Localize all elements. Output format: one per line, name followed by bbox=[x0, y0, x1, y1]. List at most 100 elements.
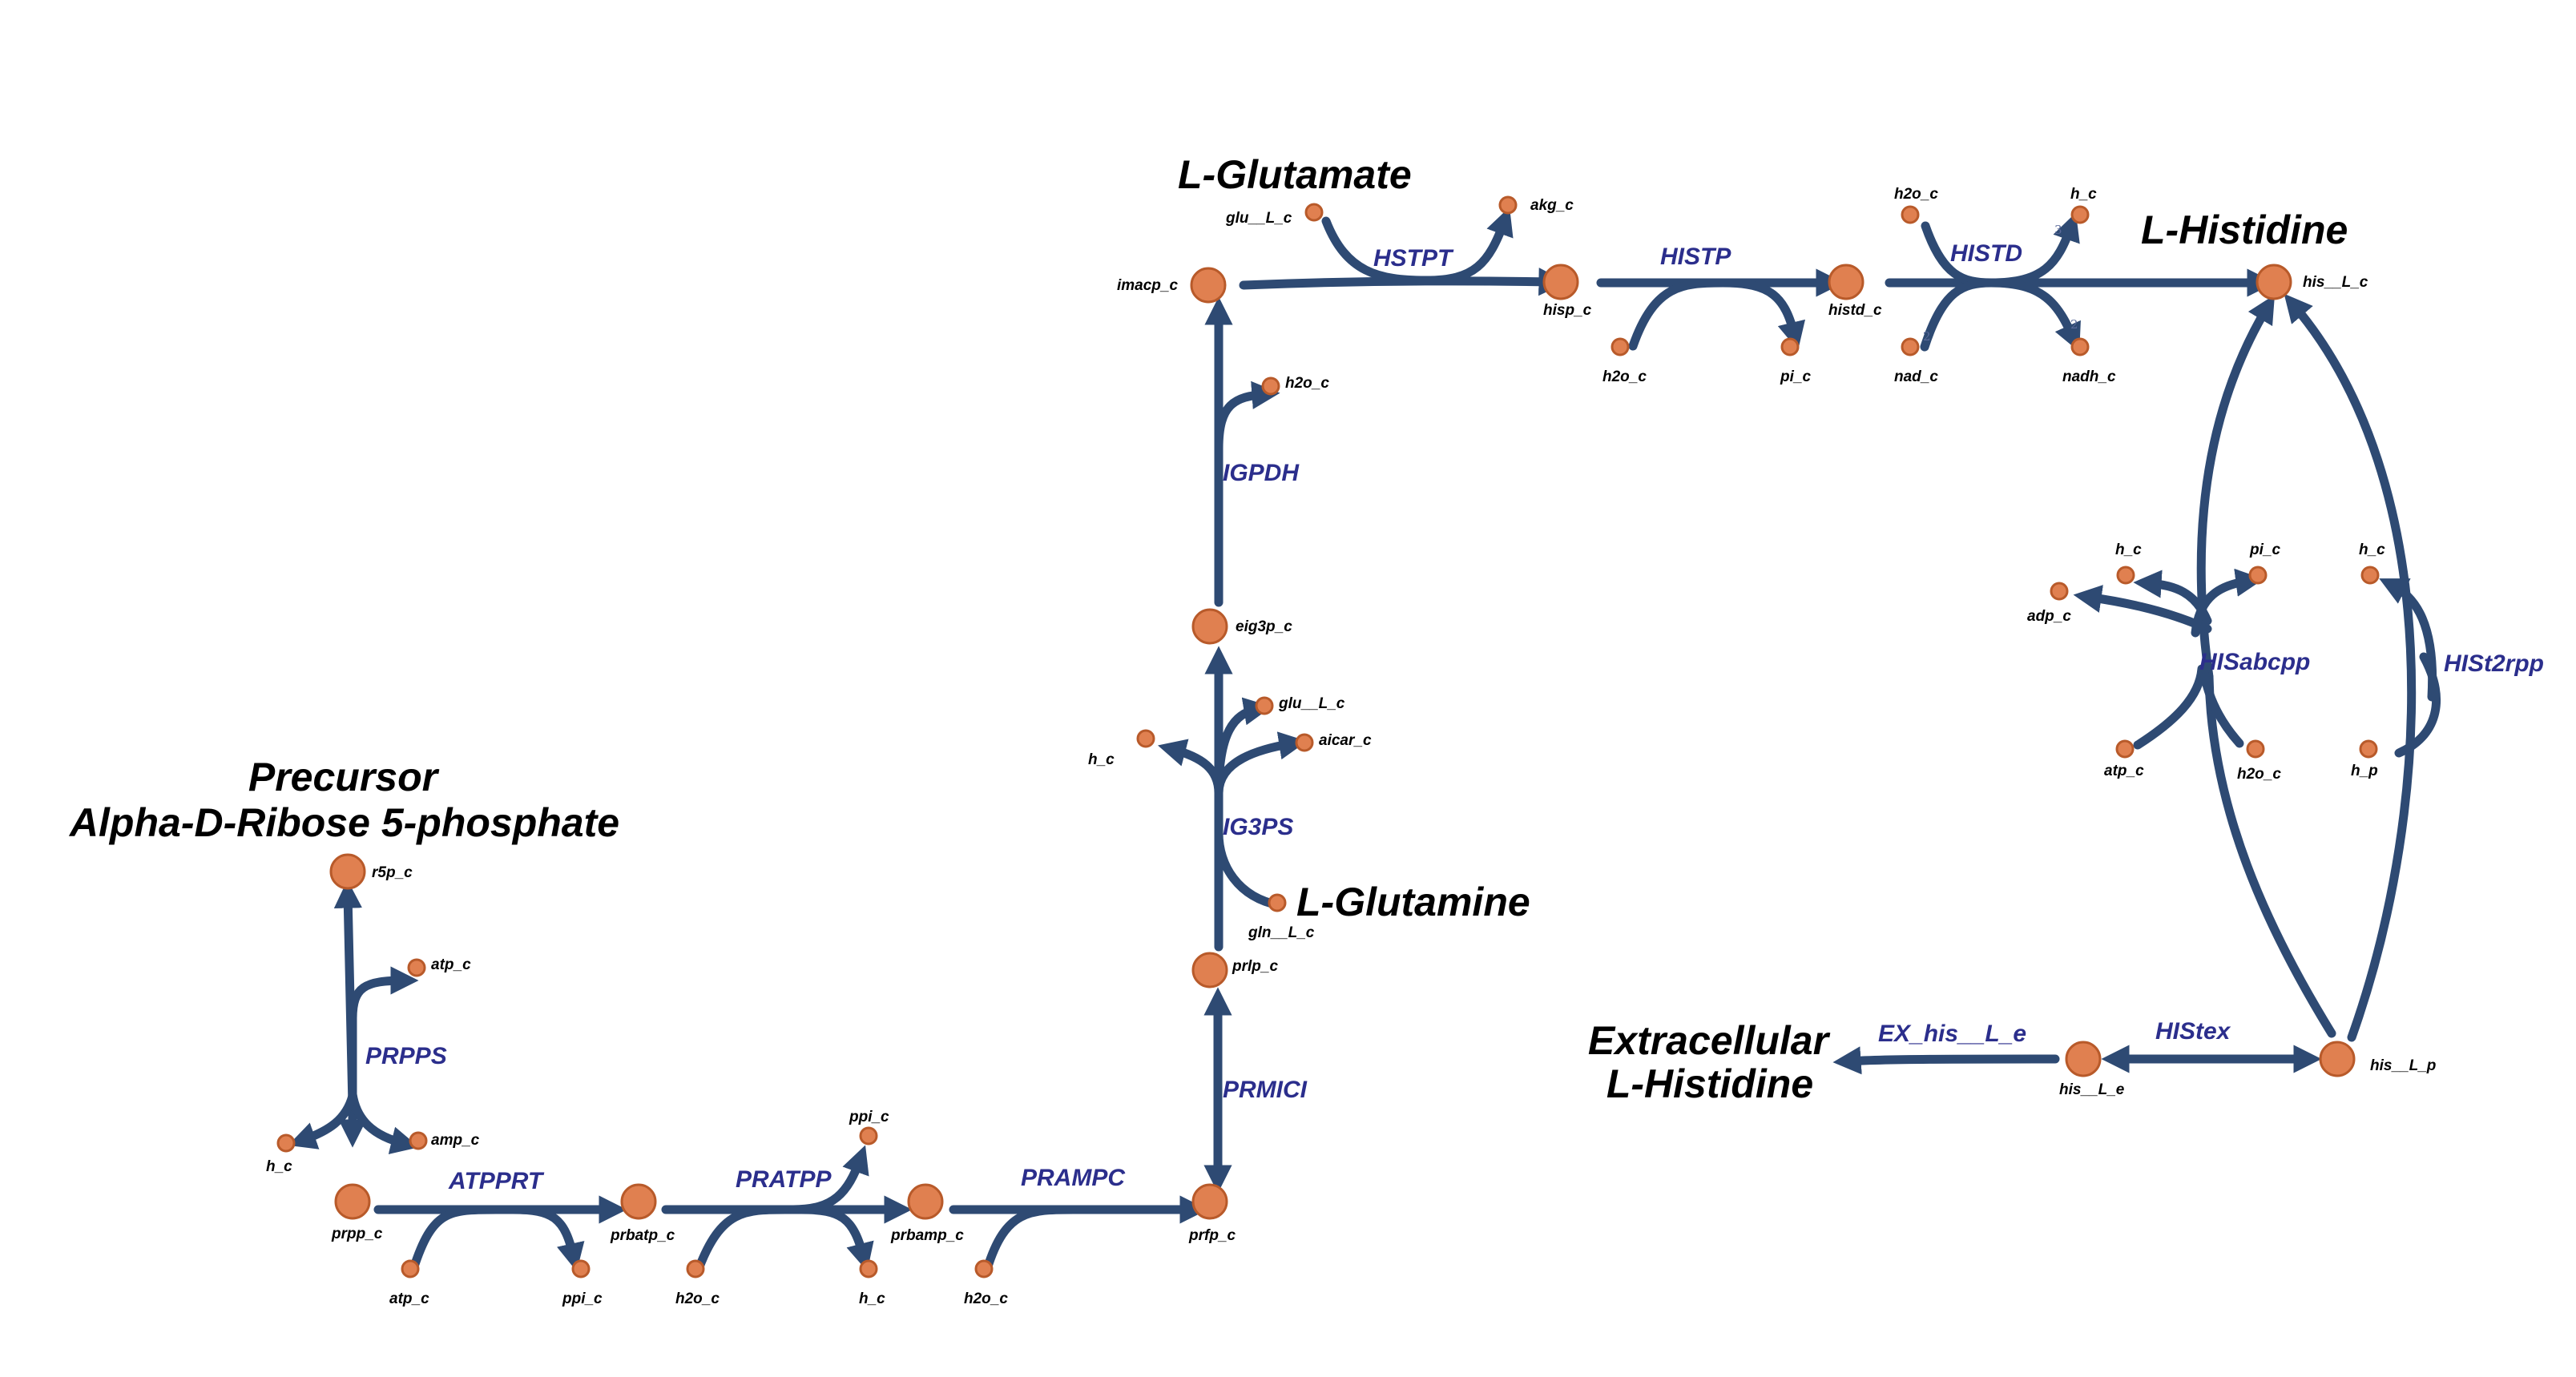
reaction-label-hstpt[interactable]: HSTPT bbox=[1373, 245, 1454, 272]
node-atp_c-prpps[interactable] bbox=[407, 958, 426, 977]
node-h_c-histd[interactable] bbox=[2070, 205, 2090, 224]
edge-hstpt-akg bbox=[1421, 207, 1514, 285]
node-his_L_c[interactable] bbox=[2256, 264, 2292, 300]
node-aicar_c[interactable] bbox=[1295, 733, 1314, 752]
label-prfp_c: prfp_c bbox=[1188, 1227, 1236, 1244]
label-h_p: h_p bbox=[2351, 763, 2378, 779]
node-r5p_c[interactable] bbox=[329, 853, 366, 890]
metabolite-labels: r5p_c atp_c amp_c h_c prpp_c atp_c ppi_c… bbox=[266, 186, 2436, 1307]
multiplier-nad_c: 2 bbox=[1923, 329, 1931, 344]
label-prlp_c: prlp_c bbox=[1232, 958, 1278, 975]
node-ppi_c-pratpp[interactable] bbox=[859, 1126, 878, 1145]
node-prpp_c[interactable] bbox=[334, 1183, 371, 1220]
label-ppi_c-atpprt: ppi_c bbox=[562, 1290, 603, 1307]
reaction-label-pratpp[interactable]: PRATPP bbox=[736, 1166, 832, 1193]
label-glu_L_c-hstpt: glu__L_c bbox=[1225, 210, 1292, 227]
node-pi_c[interactable] bbox=[1780, 337, 1800, 356]
reaction-label-ig3ps[interactable]: IG3PS bbox=[1223, 814, 1293, 840]
node-h2o_c-abc[interactable] bbox=[2246, 739, 2265, 759]
node-h2o_c-histd[interactable] bbox=[1901, 205, 1920, 224]
label-his_L_p: his__L_p bbox=[2370, 1057, 2436, 1074]
node-nadh_c[interactable] bbox=[2070, 337, 2090, 356]
node-imacp_c[interactable] bbox=[1190, 267, 1227, 304]
node-hisp_c[interactable] bbox=[1542, 264, 1579, 300]
label-h_c-ig3ps: h_c bbox=[1088, 751, 1115, 768]
edges bbox=[288, 207, 2441, 1274]
node-akg_c[interactable] bbox=[1498, 195, 1518, 215]
label-amp_c: amp_c bbox=[431, 1132, 480, 1149]
label-h2o_c-histp: h2o_c bbox=[1602, 368, 1647, 385]
reaction-label-prpps[interactable]: PRPPS bbox=[365, 1043, 447, 1069]
node-h2o_c-histp[interactable] bbox=[1611, 337, 1630, 356]
node-histd_c[interactable] bbox=[1828, 264, 1864, 300]
label-eig3p_c: eig3p_c bbox=[1236, 618, 1292, 635]
node-h2o_c-pratpp[interactable] bbox=[686, 1259, 705, 1278]
label-h_c-histd: h_c bbox=[2070, 186, 2097, 203]
label-pi_c-abc: pi_c bbox=[2249, 542, 2280, 558]
node-ppi_c-atpprt[interactable] bbox=[571, 1259, 591, 1278]
edge-atpprt-ppi bbox=[508, 1205, 585, 1272]
title-extracellular-line1: Extracellular bbox=[1588, 1018, 1831, 1063]
node-h_c-abc[interactable] bbox=[2116, 566, 2135, 585]
nodes bbox=[276, 195, 2380, 1278]
label-prbatp_c: prbatp_c bbox=[610, 1227, 675, 1244]
label-aicar_c: aicar_c bbox=[1319, 732, 1372, 749]
edge-hist2rpp bbox=[2284, 293, 2417, 1042]
node-h_c-pratpp[interactable] bbox=[859, 1259, 878, 1278]
label-atp_c-abc: atp_c bbox=[2104, 763, 2144, 779]
title-precursor-line2: Alpha-D-Ribose 5-phosphate bbox=[68, 800, 619, 845]
reaction-label-histp[interactable]: HISTP bbox=[1660, 244, 1731, 270]
node-nad_c[interactable] bbox=[1901, 337, 1920, 356]
node-amp_c[interactable] bbox=[409, 1131, 428, 1150]
node-atp_c-abc[interactable] bbox=[2115, 739, 2135, 759]
node-his_L_e[interactable] bbox=[2065, 1041, 2102, 1077]
edge-ig3ps-gln bbox=[1214, 828, 1284, 910]
reaction-label-ex-his[interactable]: EX_his__L_e bbox=[1878, 1021, 2026, 1047]
reaction-label-hist2rpp[interactable]: HISt2rpp bbox=[2444, 650, 2544, 677]
label-atp_c-atpprt: atp_c bbox=[389, 1290, 429, 1307]
edge-atpprt-atp bbox=[409, 1205, 502, 1274]
reaction-label-hisabcpp[interactable]: HISabcpp bbox=[2199, 649, 2310, 675]
edge-prpps-h bbox=[288, 1091, 357, 1150]
label-h2o_c-igpdh: h2o_c bbox=[1285, 375, 1329, 392]
edge-ig3ps-aicar bbox=[1214, 731, 1308, 798]
edge-hist2rpp-h-out bbox=[2379, 578, 2437, 702]
node-his_L_p[interactable] bbox=[2319, 1041, 2356, 1077]
node-prbatp_c[interactable] bbox=[620, 1183, 657, 1220]
node-prbamp_c[interactable] bbox=[907, 1183, 944, 1220]
node-h_c-ig3ps[interactable] bbox=[1136, 729, 1155, 748]
label-h_c-abc: h_c bbox=[2115, 542, 2142, 558]
node-h2o_c-prampc[interactable] bbox=[974, 1259, 994, 1278]
label-akg_c: akg_c bbox=[1530, 197, 1574, 214]
label-h_c-t2: h_c bbox=[2359, 542, 2385, 558]
edge-hisabcpp-h2o bbox=[2199, 664, 2244, 748]
node-glu_L_c-hstpt[interactable] bbox=[1304, 203, 1324, 222]
reaction-label-prmici[interactable]: PRMICI bbox=[1223, 1077, 1308, 1103]
node-h2o_c-igpdh[interactable] bbox=[1261, 376, 1280, 396]
label-imacp_c: imacp_c bbox=[1117, 277, 1178, 294]
node-h_c-t2[interactable] bbox=[2360, 566, 2380, 585]
reaction-label-histex[interactable]: HIStex bbox=[2155, 1018, 2231, 1045]
label-hisp_c: hisp_c bbox=[1543, 302, 1592, 319]
reaction-label-igpdh[interactable]: IGPDH bbox=[1223, 460, 1300, 486]
titles: Precursor Alpha-D-Ribose 5-phosphate L-G… bbox=[68, 152, 2348, 1106]
title-histidine: L-Histidine bbox=[2141, 207, 2348, 252]
node-eig3p_c[interactable] bbox=[1191, 608, 1228, 645]
label-h2o_c-prampc: h2o_c bbox=[964, 1290, 1008, 1307]
title-precursor-line1: Precursor bbox=[248, 755, 440, 799]
reaction-label-atpprt[interactable]: ATPPRT bbox=[448, 1168, 545, 1194]
reaction-label-prampc[interactable]: PRAMPC bbox=[1021, 1165, 1126, 1191]
node-pi_c-abc[interactable] bbox=[2248, 566, 2268, 585]
label-his_L_c: his__L_c bbox=[2303, 274, 2368, 291]
reaction-label-histd[interactable]: HISTD bbox=[1950, 240, 2022, 267]
node-atp_c-atpprt[interactable] bbox=[401, 1259, 420, 1278]
edge-prpps-amp bbox=[348, 1089, 420, 1154]
node-h_c-prpps[interactable] bbox=[276, 1133, 296, 1153]
node-adp_c[interactable] bbox=[2050, 582, 2069, 601]
node-gln_L_c[interactable] bbox=[1268, 893, 1287, 912]
node-glu_L_c-ig3ps[interactable] bbox=[1255, 696, 1274, 715]
edge-ex-his bbox=[1832, 1046, 2060, 1075]
node-prfp_c[interactable] bbox=[1191, 1183, 1228, 1220]
node-h_p[interactable] bbox=[2359, 739, 2378, 759]
node-prlp_c[interactable] bbox=[1191, 952, 1228, 988]
